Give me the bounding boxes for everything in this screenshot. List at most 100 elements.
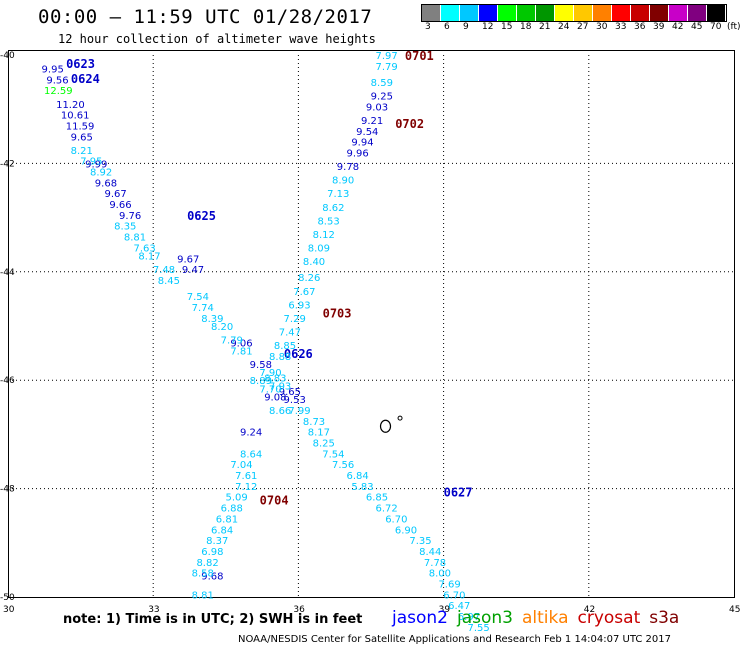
pass-label: 0703 — [323, 306, 352, 320]
wave-height-value: 6.70 — [385, 514, 407, 525]
wave-height-value: 8.17 — [138, 252, 160, 263]
map-frame — [8, 50, 735, 598]
color-scale-label: 21 — [539, 22, 551, 32]
wave-height-value: 9.65 — [279, 387, 301, 398]
wave-height-value: 7.78 — [424, 558, 446, 569]
wave-height-value: 9.95 — [42, 65, 64, 76]
wave-height-value: 5.09 — [225, 493, 247, 504]
island-outline — [379, 419, 392, 433]
lat-tick-label: -48 — [0, 485, 15, 495]
wave-height-value: 9.03 — [366, 102, 388, 113]
wave-height-value: 10.61 — [61, 111, 90, 122]
wave-height-value: 7.29 — [284, 314, 306, 325]
footer-note: note: 1) Time is in UTC; 2) SWH is in fe… — [63, 612, 363, 627]
wave-height-value: 8.81 — [124, 233, 146, 244]
wave-height-value: 7.81 — [230, 346, 252, 357]
wave-height-value: 9.68 — [201, 571, 223, 582]
color-swatch — [707, 5, 726, 21]
wave-height-value: 7.95 — [80, 157, 102, 168]
wave-height-value: 8.35 — [114, 222, 136, 233]
wave-height-value: 7.54 — [187, 292, 209, 303]
wave-height-value: 7.93 — [269, 382, 291, 393]
wave-height-value: 9.53 — [284, 395, 306, 406]
lon-tick-label: 42 — [584, 605, 595, 615]
pass-label: 0704 — [260, 493, 289, 507]
wave-height-value: 7.79 — [221, 336, 243, 347]
color-scale-legend — [421, 4, 727, 22]
wave-height-value: 9.47 — [182, 265, 204, 276]
color-scale-label: 18 — [520, 22, 532, 32]
color-scale-label: 9 — [463, 22, 469, 32]
wave-height-value: 9.65 — [71, 132, 93, 143]
wave-height-value: 7.55 — [467, 623, 489, 634]
wave-height-value: 8.39 — [201, 314, 223, 325]
wave-height-value: 12.59 — [44, 86, 73, 97]
pass-label: 0702 — [395, 117, 424, 131]
wave-height-value: 8.58 — [192, 569, 214, 580]
wave-height-value: 8.59 — [371, 78, 393, 89]
color-scale-label: 45 — [691, 22, 703, 32]
lat-tick-label: -44 — [0, 268, 15, 278]
color-swatch — [688, 5, 707, 21]
color-scale-labels: 3 6 9 12 15 18 21 24 27 30 33 36 39 42 45 70 (ft) — [421, 22, 740, 34]
wave-height-value: 8.44 — [419, 547, 441, 558]
wave-height-value: 8.12 — [313, 230, 335, 241]
color-swatch — [612, 5, 631, 21]
wave-height-value: 6.97 — [458, 612, 480, 623]
color-swatch — [479, 5, 498, 21]
wave-height-value: 8.88 — [269, 352, 291, 363]
color-scale-label: 30 — [596, 22, 608, 32]
wave-height-value: 7.97 — [376, 51, 398, 62]
color-scale-label: 33 — [615, 22, 627, 32]
wave-height-value: 7.74 — [192, 303, 214, 314]
wave-height-value: 7.90 — [259, 368, 281, 379]
wave-height-value: 7.56 — [332, 460, 354, 471]
wave-height-value: 7.48 — [153, 265, 175, 276]
wave-height-value: 8.66 — [269, 406, 291, 417]
wave-height-value: 5.83 — [351, 482, 373, 493]
wave-height-value: 9.54 — [356, 127, 378, 138]
wave-height-value: 8.00 — [429, 569, 451, 580]
wave-height-value: 7.13 — [327, 189, 349, 200]
wave-height-value: 7.79 — [376, 62, 398, 73]
wave-height-value: 6.84 — [346, 471, 368, 482]
wave-height-value: 9.67 — [177, 254, 199, 265]
color-swatch — [574, 5, 593, 21]
color-swatch — [517, 5, 536, 21]
wave-height-value: 7.99 — [288, 406, 310, 417]
color-swatch — [498, 5, 517, 21]
lon-tick-label: 36 — [293, 605, 305, 615]
wave-height-value: 9.58 — [250, 360, 272, 371]
color-swatch — [669, 5, 688, 21]
wave-height-value: 7.54 — [322, 449, 344, 460]
wave-height-value: 8.85 — [274, 341, 296, 352]
color-swatch — [631, 5, 650, 21]
wave-height-value: 9.21 — [361, 116, 383, 127]
wave-height-value: 8.17 — [308, 428, 330, 439]
wave-height-value: 8.82 — [196, 558, 218, 569]
color-swatch — [536, 5, 555, 21]
color-swatch — [650, 5, 669, 21]
wave-height-value: 8.20 — [211, 322, 233, 333]
wave-height-value: 8.40 — [303, 257, 325, 268]
satellite-legend-item: altika — [522, 608, 569, 628]
wave-height-value: 8.89 — [250, 376, 272, 387]
wave-height-value: 7.04 — [230, 460, 252, 471]
wave-height-value: 8.64 — [240, 449, 262, 460]
satellite-legend-item: cryosat — [577, 608, 641, 628]
wave-height-value: 8.37 — [206, 536, 228, 547]
wave-height-value: 7.47 — [279, 327, 301, 338]
lon-tick-label: 33 — [148, 605, 159, 615]
wave-height-value: 8.73 — [303, 417, 325, 428]
wave-height-value: 7.67 — [293, 287, 315, 298]
wave-height-value: 7.63 — [134, 243, 156, 254]
color-scale-label: 70 — [710, 22, 722, 32]
wave-height-value: 7.61 — [235, 471, 257, 482]
wave-height-value: 6.85 — [366, 493, 388, 504]
wave-height-value: 9.96 — [346, 149, 368, 160]
credit-line: NOAA/NESDIS Center for Satellite Applica… — [238, 634, 671, 645]
wave-height-value: 8.81 — [192, 590, 214, 601]
wave-height-value: 9.99 — [85, 159, 107, 170]
wave-height-value: 9.76 — [119, 211, 141, 222]
